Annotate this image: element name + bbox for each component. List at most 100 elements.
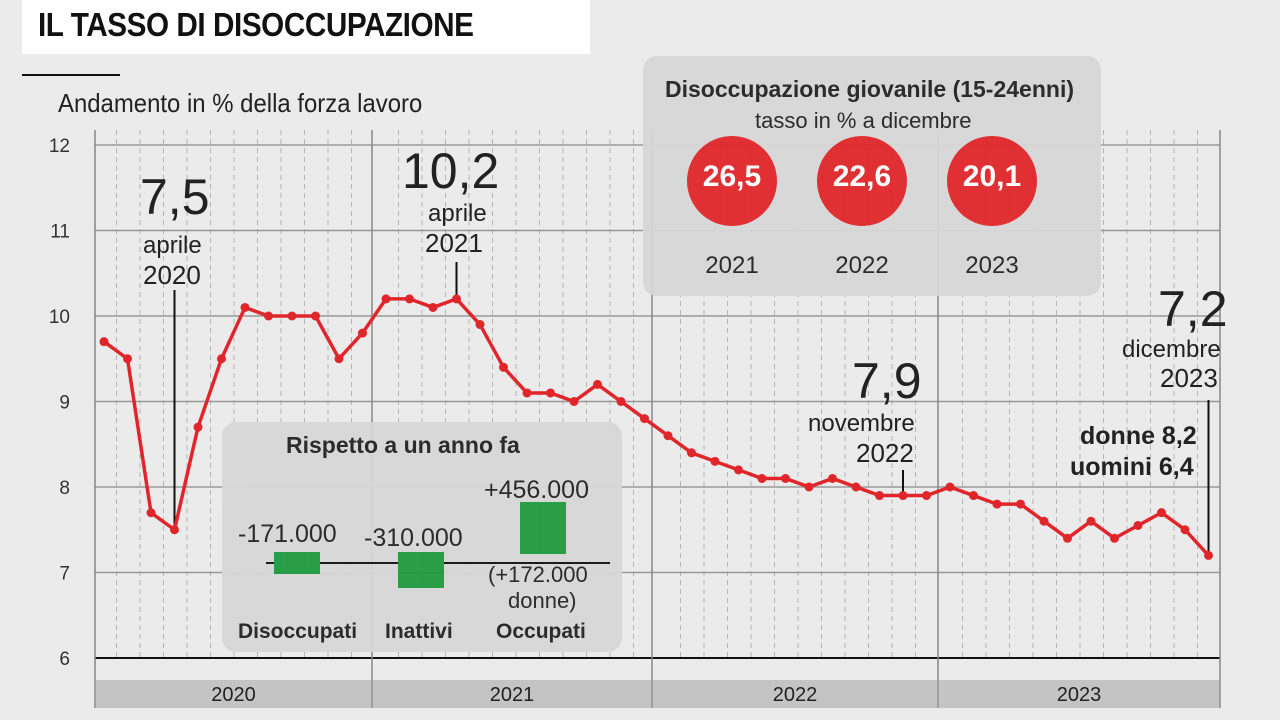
data-point xyxy=(193,422,203,432)
chart-subtitle: Andamento in % della forza lavoro xyxy=(58,88,423,118)
data-point xyxy=(1063,533,1072,543)
y-tick-label: 12 xyxy=(49,136,70,157)
data-point xyxy=(1086,516,1096,526)
women-rate: donne 8,2 xyxy=(1080,422,1197,450)
data-point xyxy=(428,302,438,312)
data-point xyxy=(828,473,837,483)
data-point xyxy=(311,311,320,321)
year-band xyxy=(939,680,1219,708)
annotation-2020-value: 7,5 xyxy=(140,169,210,225)
yoy-bar xyxy=(520,502,566,554)
youth-year: 2021 xyxy=(705,252,759,279)
annotation-2022-value: 7,9 xyxy=(852,353,922,409)
yoy-bar xyxy=(274,552,320,574)
youth-value: 20,1 xyxy=(962,160,1022,193)
year-band xyxy=(653,680,937,708)
data-point xyxy=(663,431,673,441)
data-point xyxy=(875,491,884,501)
data-point xyxy=(287,311,297,321)
title-box: IL TASSO DI DISOCCUPAZIONE xyxy=(22,0,590,54)
data-point xyxy=(804,482,814,492)
y-tick-label: 7 xyxy=(59,564,70,585)
year-label: 2022 xyxy=(773,684,818,706)
data-point xyxy=(217,354,226,364)
annotation-2020-year: 2020 xyxy=(143,260,201,290)
data-point xyxy=(687,448,696,458)
data-point xyxy=(1016,499,1025,509)
data-point xyxy=(264,311,273,321)
data-point xyxy=(593,379,602,389)
data-point xyxy=(898,491,908,501)
data-point xyxy=(170,525,179,535)
youth-circle xyxy=(947,136,1037,226)
y-tick-label: 8 xyxy=(59,478,70,499)
year-label: 2021 xyxy=(490,684,535,706)
data-point xyxy=(123,354,132,364)
year-band xyxy=(96,680,371,708)
data-point xyxy=(945,482,955,492)
youth-title: Disoccupazione giovanile (15-24enni) xyxy=(665,76,1074,102)
yoy-value-occupati: +456.000 xyxy=(484,476,589,504)
data-point xyxy=(1157,508,1166,518)
data-point xyxy=(640,414,649,424)
youth-value: 26,5 xyxy=(702,160,762,193)
data-point xyxy=(99,337,109,347)
y-tick-label: 6 xyxy=(59,649,70,670)
yoy-label-occupati: Occupati xyxy=(496,620,586,643)
chart-title: IL TASSO DI DISOCCUPAZIONE xyxy=(38,6,474,43)
annotation-2021-year: 2021 xyxy=(425,228,483,258)
data-point xyxy=(1204,550,1213,560)
divider xyxy=(22,74,120,76)
data-point xyxy=(757,473,767,483)
data-point xyxy=(499,362,508,372)
yoy-value-inattivi: -310.000 xyxy=(364,524,463,552)
yoy-label-inattivi: Inattivi xyxy=(385,620,453,643)
annotation-2023-year: 2023 xyxy=(1160,363,1218,393)
data-point xyxy=(1180,525,1190,535)
youth-circle xyxy=(687,136,777,226)
annotation-2021-month: aprile xyxy=(428,200,487,227)
youth-subtitle: tasso in % a dicembre xyxy=(755,108,972,133)
data-point xyxy=(1110,533,1119,543)
data-point xyxy=(405,294,414,304)
data-point xyxy=(569,397,579,406)
youth-year: 2023 xyxy=(965,252,1019,279)
yoy-value-disoccupati: -171.000 xyxy=(238,520,337,548)
data-point xyxy=(1133,520,1143,530)
youth-year: 2022 xyxy=(835,252,889,279)
y-tick-label: 11 xyxy=(50,222,70,243)
yoy-note-2: donne) xyxy=(508,588,577,613)
y-tick-label: 9 xyxy=(59,393,70,414)
data-point xyxy=(358,328,367,338)
data-point xyxy=(334,354,344,364)
annotation-2021-value: 10,2 xyxy=(402,143,500,199)
data-point xyxy=(969,491,978,501)
annotation-2023-value: 7,2 xyxy=(1158,281,1228,337)
data-point xyxy=(475,320,485,330)
yoy-bar xyxy=(398,552,444,588)
data-point xyxy=(452,294,461,304)
youth-unemployment-panel: Disoccupazione giovanile (15-24enni) tas… xyxy=(643,56,1101,296)
data-point xyxy=(1039,516,1049,526)
youth-circle xyxy=(817,136,907,226)
year-label: 2023 xyxy=(1057,684,1102,706)
annotation-2023-month: dicembre xyxy=(1122,336,1221,363)
data-point xyxy=(546,388,555,398)
yoy-note-1: (+172.000 xyxy=(488,562,588,587)
data-point xyxy=(240,302,250,312)
data-point xyxy=(616,397,626,406)
annotation-2020-month: aprile xyxy=(143,232,202,259)
year-over-year-panel: Rispetto a un anno fa -171.000 -310.000 … xyxy=(222,422,622,652)
data-point xyxy=(851,482,861,492)
data-point xyxy=(922,491,931,501)
data-point xyxy=(146,508,156,518)
annotation-2022-month: novembre xyxy=(808,410,915,437)
data-point xyxy=(710,456,720,466)
year-band xyxy=(373,680,651,708)
annotation-2022-year: 2022 xyxy=(856,438,914,468)
y-tick-label: 10 xyxy=(49,307,70,328)
youth-value: 22,6 xyxy=(832,160,892,193)
data-point xyxy=(781,473,790,483)
